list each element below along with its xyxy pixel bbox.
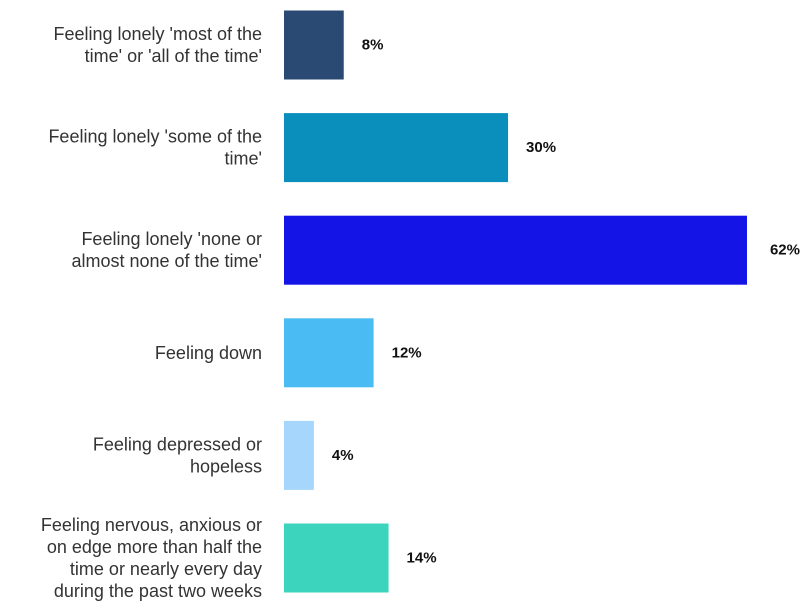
category-label-6: Feeling nervous, anxious or on edge more … — [41, 515, 262, 601]
category-label-line: time' or 'all of the time' — [85, 46, 262, 66]
category-label-4: Feeling down — [155, 343, 262, 363]
category-label-line: Feeling down — [155, 343, 262, 363]
bar-3 — [284, 215, 747, 285]
category-label-line: time' — [225, 149, 262, 169]
value-label-3: 62% — [770, 242, 800, 259]
category-label-line: time or nearly every day — [70, 559, 262, 579]
bar-2 — [284, 113, 509, 183]
bar-4 — [284, 318, 374, 388]
bar-1 — [284, 10, 344, 80]
category-label-3: Feeling lonely 'none or almost none of th… — [71, 229, 262, 271]
category-label-line: Feeling lonely 'some of the — [48, 127, 262, 147]
category-label-line: Feeling nervous, anxious or — [41, 515, 262, 535]
category-label-1: Feeling lonely 'most of the time' or 'all… — [53, 24, 262, 66]
value-label-1: 8% — [362, 37, 384, 54]
category-label-line: Feeling lonely 'most of the — [53, 24, 262, 44]
bar-5 — [284, 420, 314, 490]
bar-6 — [284, 523, 389, 593]
value-label-6: 14% — [407, 550, 437, 567]
value-label-5: 4% — [332, 447, 354, 464]
category-label-line: Feeling lonely 'none or — [81, 229, 262, 249]
value-label-4: 12% — [392, 344, 422, 361]
category-label-line: on edge more than half the — [47, 537, 262, 557]
category-label-line: hopeless — [190, 456, 262, 476]
category-label-line: Feeling depressed or — [93, 434, 262, 454]
category-label-line: during the past two weeks — [54, 581, 262, 601]
category-label-5: Feeling depressed or hopeless — [93, 434, 262, 476]
value-label-2: 30% — [526, 139, 556, 156]
category-label-2: Feeling lonely 'some of the time' — [48, 127, 262, 169]
category-label-line: almost none of the time' — [71, 251, 262, 271]
